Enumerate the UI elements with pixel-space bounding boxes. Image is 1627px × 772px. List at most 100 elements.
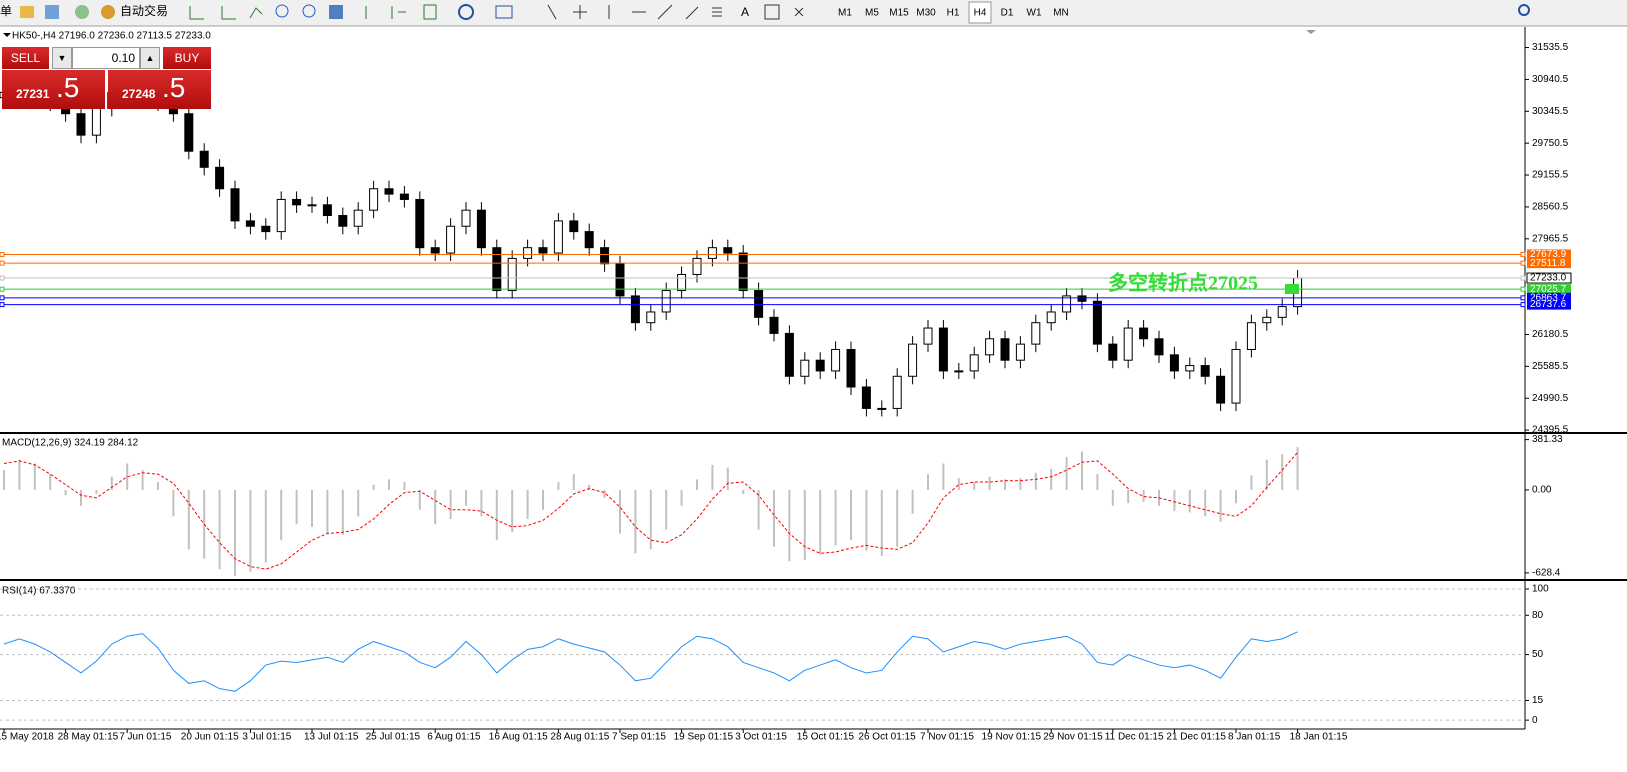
text-tool[interactable]: A: [741, 5, 749, 19]
chart-type-icons[interactable]: [189, 6, 263, 20]
candle-body: [584, 231, 594, 249]
volume-up[interactable]: ▲: [140, 47, 160, 69]
volume-down[interactable]: ▼: [52, 47, 72, 69]
candle-body: [954, 370, 964, 373]
candle-body: [1139, 327, 1149, 340]
level-label-box: [1526, 272, 1572, 284]
y-tick-label: 31535.5: [1532, 42, 1569, 53]
level-handle: [1520, 302, 1526, 308]
candle-body: [723, 247, 733, 254]
candle-body: [861, 386, 871, 409]
periods[interactable]: [458, 4, 474, 20]
tile[interactable]: [329, 5, 343, 19]
x-tick-label: 26 Oct 01:15: [858, 732, 916, 743]
level-label: 26737.6: [1530, 299, 1567, 310]
x-tick-label: 25 Jul 01:15: [366, 732, 421, 743]
indicators[interactable]: [423, 4, 437, 20]
timeframe[interactable]: M1: [838, 8, 852, 19]
icon[interactable]: [45, 5, 59, 19]
timeframe[interactable]: MN: [1053, 8, 1069, 19]
candle-body: [1262, 316, 1272, 324]
sell-pips: .5: [56, 72, 80, 103]
scroll-icons[interactable]: [365, 6, 406, 19]
label-tool[interactable]: [764, 4, 780, 20]
candle-body: [707, 247, 717, 259]
rsi-line: [3, 631, 1298, 692]
candle-body: [353, 209, 363, 227]
buy-price: 27248: [122, 87, 156, 101]
candle-body: [1185, 365, 1195, 372]
candle-body: [199, 150, 209, 168]
y-tick-label: 50: [1532, 649, 1544, 660]
y-tick-label: 381.33: [1532, 434, 1563, 445]
x-tick-label: 18 Jan 01:15: [1290, 732, 1348, 743]
autotrade-icon[interactable]: [101, 5, 115, 19]
y-tick-label: 15: [1532, 695, 1544, 706]
volume-input[interactable]: 0.10: [72, 47, 140, 69]
annotation-marker: [1285, 284, 1299, 294]
icon[interactable]: [75, 5, 89, 19]
x-tick-label: 8 Jan 01:15: [1228, 732, 1281, 743]
candle-body: [1000, 338, 1010, 361]
candle-body: [784, 332, 794, 377]
level-handle: [0, 275, 5, 281]
x-tick-label: 13 Jul 01:15: [304, 732, 359, 743]
x-tick-label: 15 Oct 01:15: [797, 732, 855, 743]
x-tick-label: 3 Jul 01:15: [242, 732, 291, 743]
candle-body: [1216, 375, 1226, 404]
candle-body: [1077, 295, 1087, 302]
autotrade[interactable]: 自动交易: [120, 3, 168, 18]
candle-body: [230, 188, 240, 222]
candle-body: [245, 220, 255, 227]
menu-fragment[interactable]: 单: [0, 4, 12, 18]
sell-button[interactable]: SELL: [2, 47, 49, 69]
sell-price: 27231: [16, 87, 50, 101]
drawing-tools[interactable]: [547, 4, 722, 20]
level-label-box: [1527, 258, 1571, 269]
symbol-marker: [3, 33, 11, 37]
sell-quote[interactable]: 27231 .5: [2, 70, 105, 109]
candle-body: [923, 327, 933, 345]
y-tick-label: 100: [1532, 584, 1549, 595]
buy-button[interactable]: BUY: [163, 47, 211, 69]
icon[interactable]: [20, 6, 34, 18]
zoom-out[interactable]: [302, 4, 316, 18]
y-tick-label: 24395.5: [1532, 425, 1569, 436]
timeframe[interactable]: M15: [889, 8, 909, 19]
timeframe[interactable]: D1: [1001, 8, 1014, 19]
search[interactable]: [1518, 4, 1530, 16]
y-tick-label: 30345.5: [1532, 106, 1569, 117]
candle-body: [677, 273, 687, 292]
timeframe[interactable]: M5: [865, 8, 879, 19]
y-tick-label: 29155.5: [1532, 170, 1569, 181]
timeframe[interactable]: W1: [1027, 8, 1042, 19]
panel-title: HK50-,H4 27196.0 27236.0 27113.5 27233.0: [12, 31, 211, 42]
level-label-box: [1527, 292, 1571, 303]
buy-quote[interactable]: 27248 .5: [108, 70, 211, 109]
candle-body: [446, 225, 456, 254]
x-tick-label: 19 Nov 01:15: [982, 732, 1042, 743]
candle-body: [322, 204, 332, 217]
x-tick-label: 28 May 01:15: [58, 732, 119, 743]
candle-body: [815, 359, 825, 372]
level-label: 27511.8: [1530, 258, 1566, 269]
candle-body: [430, 247, 440, 254]
timeframe[interactable]: H4: [974, 8, 987, 19]
x-tick-label: 21 Dec 01:15: [1166, 732, 1226, 743]
level-handle: [1520, 286, 1526, 292]
x-tick-label: 20 Jun 01:15: [181, 732, 239, 743]
y-tick-label: 24990.5: [1532, 393, 1569, 404]
level-handle: [0, 286, 5, 292]
timeframe[interactable]: H1: [947, 8, 960, 19]
candle-body: [292, 198, 302, 206]
templates[interactable]: [495, 5, 513, 19]
zoom-in[interactable]: [275, 4, 289, 18]
candle-body: [184, 113, 194, 152]
candle-body: [476, 209, 486, 249]
candle-body: [276, 198, 286, 233]
arrows-tool[interactable]: [794, 7, 804, 17]
candle-body: [1169, 354, 1179, 372]
timeframe[interactable]: M30: [916, 8, 936, 19]
level-handle: [1520, 275, 1526, 281]
y-tick-label: 27965.5: [1532, 233, 1569, 244]
